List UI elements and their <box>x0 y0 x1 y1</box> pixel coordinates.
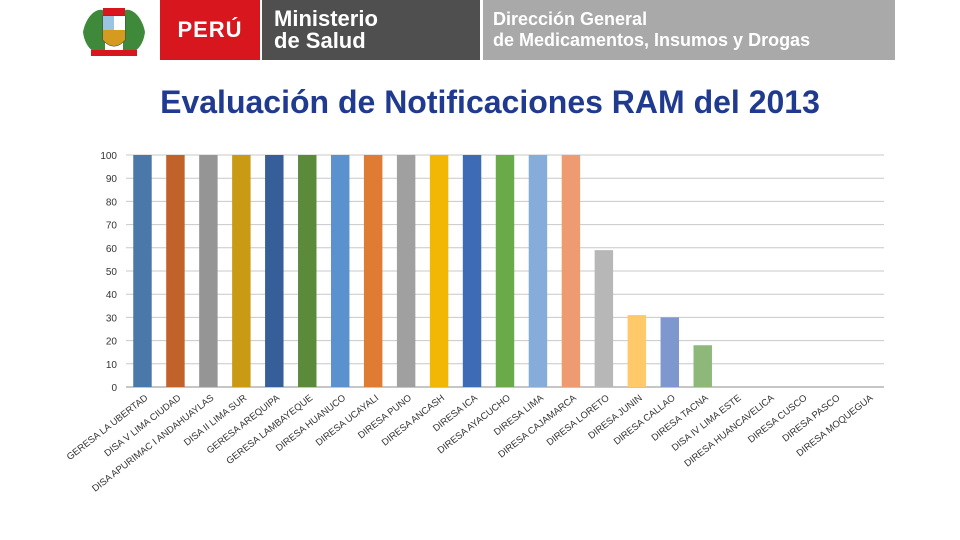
x-tick-label: DISA APURIMAC I ANDAHUAYLAS <box>90 393 216 495</box>
chart-title: Evaluación de Notificaciones RAM del 201… <box>160 84 820 120</box>
y-tick-label: 70 <box>106 221 118 232</box>
bar <box>363 155 383 387</box>
ministry-brand-box: Ministerio de Salud <box>262 0 480 60</box>
bar <box>495 155 515 387</box>
y-tick-label: 60 <box>106 244 118 255</box>
office-brand-box: Dirección General de Medicamentos, Insum… <box>483 0 895 60</box>
y-tick-label: 50 <box>106 267 118 278</box>
y-tick-label: 0 <box>111 383 117 394</box>
coat-of-arms-logo <box>78 2 150 60</box>
bar <box>693 345 712 387</box>
y-tick-label: 100 <box>100 151 117 162</box>
ministry-name-line2: de Salud <box>274 28 366 53</box>
x-tick-label: DIRESA CUSCO <box>746 393 809 446</box>
bar <box>528 155 548 387</box>
bar <box>265 155 284 387</box>
y-tick-label: 20 <box>106 337 118 348</box>
bar <box>429 155 449 387</box>
y-tick-label: 30 <box>106 313 118 324</box>
peru-brand-box: PERÚ <box>160 0 260 60</box>
y-tick-label: 10 <box>106 360 118 371</box>
bar <box>199 155 218 387</box>
office-name-line2: de Medicamentos, Insumos y Drogas <box>493 30 811 50</box>
ministry-name-line1: Ministerio <box>274 6 378 31</box>
office-name-line1: Dirección General <box>493 9 648 29</box>
bar <box>166 155 185 387</box>
bar <box>298 155 317 387</box>
y-tick-label: 80 <box>106 197 118 208</box>
bar <box>396 155 416 387</box>
bar <box>561 155 581 387</box>
header-bar: PERÚ Ministerio de Salud Dirección Gener… <box>0 0 960 64</box>
bar <box>330 155 350 387</box>
bar <box>133 155 152 387</box>
country-label: PERÚ <box>177 17 243 42</box>
bar <box>462 155 482 387</box>
y-tick-label: 90 <box>106 174 118 185</box>
bar <box>627 315 647 387</box>
bar <box>594 250 614 387</box>
y-tick-label: 40 <box>106 290 118 301</box>
bar <box>232 155 251 387</box>
bar <box>660 317 680 387</box>
